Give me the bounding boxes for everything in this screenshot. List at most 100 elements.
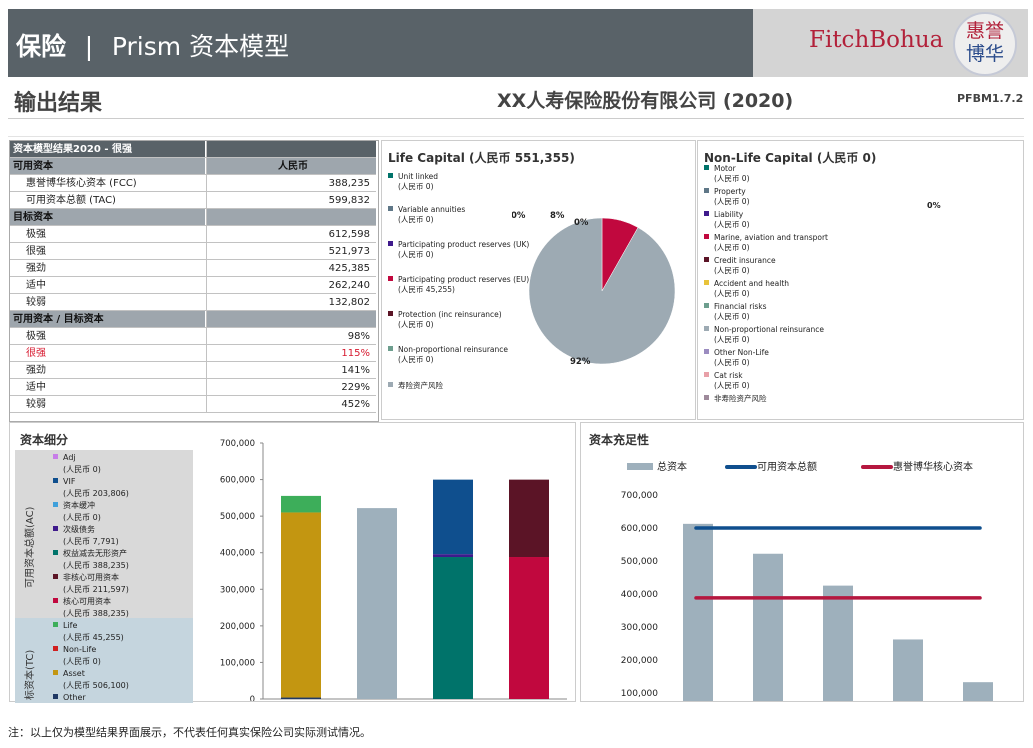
breakdown-legend-item: 非核心可用资本 (人民币 211,597) — [53, 572, 129, 595]
row-value: 98% — [206, 328, 376, 344]
legend-label: 非寿险资产风险 — [714, 394, 767, 403]
legend-amount: (人民币 0) — [714, 266, 750, 275]
life-capital-panel: Life Capital (人民币 551,355) Unit linked (人… — [381, 140, 696, 420]
legend-label: 权益减去无形资产 — [63, 549, 127, 558]
legend-amount: (人民币 0) — [714, 197, 750, 206]
legend-swatch — [53, 694, 58, 699]
legend-label: 非核心可用资本 — [63, 573, 119, 582]
life-legend-item: Protection (inc reinsurance) (人民币 0) — [388, 310, 502, 330]
legend-label: Other Non-Life — [714, 348, 769, 357]
legend-swatch — [53, 550, 58, 555]
legend-amount: (人民币 0) — [63, 512, 101, 522]
pie-data-label: 0% — [574, 218, 589, 228]
legend-label: 资本缓冲 — [63, 501, 95, 510]
row-label: 可用资本 / 目标资本 — [10, 311, 205, 327]
legend-swatch — [704, 211, 709, 216]
breakdown-legend-item: Asset (人民币 506,100) — [53, 668, 129, 691]
legend-swatch — [704, 257, 709, 262]
legend-amount: (人民币 506,100) — [63, 680, 129, 690]
y-tick-label: 400,000 — [621, 590, 658, 600]
table-row: 适中 229% — [10, 379, 376, 396]
breakdown-legend-item: VIF (人民币 203,806) — [53, 476, 129, 499]
bar-segment — [281, 495, 321, 513]
bar-segment — [509, 557, 549, 699]
divider — [8, 136, 1024, 137]
y-tick-label: 400,000 — [220, 549, 255, 559]
legend-label: 总资本 — [657, 460, 687, 473]
row-value: 599,832 — [206, 192, 376, 208]
y-tick-label: 700,000 — [220, 439, 255, 449]
y-tick-label: 600,000 — [220, 476, 255, 486]
legend-swatch — [53, 646, 58, 651]
target-capital-label: 标资本(TC) — [25, 649, 36, 700]
legend-amount: (人民币 0) — [714, 335, 750, 344]
legend-swatch — [388, 241, 393, 246]
legend-swatch — [53, 526, 58, 531]
section-title: 输出结果 — [14, 91, 103, 116]
capital-adequacy-panel: 资本充足性 总资本 可用资本总额 惠誉博华核心资本 100,000 200,000 300… — [580, 422, 1024, 702]
capital-breakdown-title: 资本细分 — [20, 433, 69, 447]
legend-amount: (人民币 211,597) — [63, 584, 129, 594]
legend-amount: (人民币 0) — [714, 174, 750, 183]
legend-label: Motor — [714, 164, 736, 173]
table-row: 很强 521,973 — [10, 243, 376, 260]
row-value: 521,973 — [206, 243, 376, 259]
legend-swatch — [53, 598, 58, 603]
legend-swatch — [704, 188, 709, 193]
legend-amount: (人民币 203,806) — [63, 488, 129, 498]
breakdown-legend-item: 次级债务 (人民币 7,791) — [53, 524, 119, 547]
breakdown-legend-item: 权益减去无形资产 (人民币 388,235) — [53, 548, 129, 571]
nonlife-legend-item: Financial risks (人民币 0) — [704, 302, 767, 322]
life-legend-item: Non-proportional reinsurance (人民币 0) — [388, 345, 508, 365]
life-legend-item: Unit linked (人民币 0) — [388, 172, 438, 192]
table-title: 资本模型结果2020 - 很强 — [10, 141, 205, 157]
table-row: 惠誉博华核心资本 (FCC) 388,235 — [10, 175, 376, 192]
table-section-row: 目标资本 — [10, 209, 376, 226]
row-label: 目标资本 — [10, 209, 205, 225]
row-label: 适中 — [10, 277, 205, 293]
life-legend-item: 寿险资产风险 — [388, 381, 443, 391]
legend-label: VIF — [63, 477, 76, 486]
capital-breakdown-chart: 0 100,000 200,000 300,000 400,000 500,000 600,… — [220, 439, 567, 701]
legend-amount: (人民币 0) — [714, 289, 750, 298]
title-main: 保险 — [16, 32, 67, 61]
legend-label: Participating product reserves (EU) — [398, 275, 530, 284]
row-value: 132,802 — [206, 294, 376, 310]
bar-segment — [281, 697, 321, 699]
legend-label: Financial risks — [714, 302, 767, 311]
nonlife-legend-item: Property (人民币 0) — [704, 187, 750, 207]
row-label: 极强 — [10, 226, 205, 242]
target-capital-band: 标资本(TC) — [15, 618, 193, 703]
legend-label: Non-proportional reinsurance — [714, 325, 824, 334]
legend-swatch — [53, 670, 58, 675]
row-label: 可用资本 — [10, 158, 205, 174]
pie-data-label: 92% — [570, 357, 591, 367]
seal-text-b: 博华 — [965, 43, 1004, 65]
pie-data-label: 0% — [927, 201, 941, 210]
legend-swatch — [53, 574, 58, 579]
nonlife-legend-item: Cat risk (人民币 0) — [704, 371, 750, 391]
available-capital-label: 可用资本总额(AC) — [25, 506, 36, 588]
life-capital-pie: 0% 8% 0% 92% — [512, 211, 676, 367]
breakdown-legend-item: 资本缓冲 (人民币 0) — [53, 500, 101, 523]
row-label: 强劲 — [10, 362, 205, 378]
table-row: 强劲 141% — [10, 362, 376, 379]
legend-swatch — [388, 382, 393, 387]
breakdown-legend-item: Non-Life (人民币 0) — [53, 644, 101, 667]
breakdown-legend-item: Adj (人民币 0) — [53, 452, 101, 475]
legend-amount: (人民币 0) — [398, 250, 434, 259]
table-row: 极强 612,598 — [10, 226, 376, 243]
row-label: 极强 — [10, 328, 205, 344]
bar — [823, 585, 853, 701]
legend-label: 可用资本总额 — [757, 460, 817, 473]
table-row: 可用资本总额 (TAC) 599,832 — [10, 192, 376, 209]
nonlife-legend-item: Credit insurance (人民币 0) — [704, 256, 776, 276]
table-row: 极强 98% — [10, 328, 376, 345]
row-label: 适中 — [10, 379, 205, 395]
row-label: 惠誉博华核心资本 (FCC) — [10, 175, 205, 191]
breakdown-legend-item: Other — [53, 692, 86, 704]
legend-label: Property — [714, 187, 746, 196]
legend-amount: (人民币 0) — [398, 182, 434, 191]
legend-swatch — [388, 173, 393, 178]
row-label: 很强 — [10, 243, 205, 259]
